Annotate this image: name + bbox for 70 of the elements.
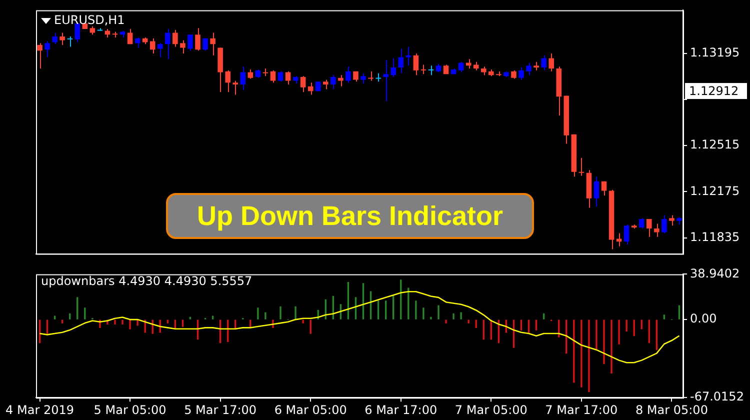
candlestick	[638, 218, 644, 229]
candlestick	[518, 67, 524, 80]
candlestick	[413, 52, 419, 76]
candlestick	[285, 70, 291, 85]
candlestick	[300, 76, 306, 93]
candlestick	[360, 72, 366, 84]
y-tick-label: -67.0152	[690, 390, 744, 404]
candlestick	[390, 58, 396, 78]
x-tick-label: 5 Mar 17:00	[184, 402, 257, 417]
candlestick	[278, 70, 284, 82]
candlestick	[44, 40, 50, 58]
candlestick	[308, 82, 314, 96]
x-tick-label: 7 Mar 17:00	[545, 402, 618, 417]
candlestick	[662, 214, 667, 234]
candlestick	[654, 223, 660, 238]
candlestick	[541, 54, 546, 71]
candlestick	[240, 66, 246, 91]
candlestick	[202, 38, 208, 52]
x-tick-label: 5 Mar 05:00	[94, 402, 166, 417]
candlestick	[232, 80, 238, 96]
y-tick-label: 1.12175	[690, 184, 740, 198]
y-tick-label: 1.13195	[690, 46, 740, 60]
candlestick	[52, 32, 58, 45]
candlestick	[225, 70, 230, 93]
x-tick-label: 4 Mar 2019	[6, 402, 74, 417]
chart-title: updownbars 4.4930 4.4930 5.5557	[41, 274, 252, 288]
candlestick	[669, 214, 674, 226]
candlestick	[428, 65, 434, 76]
x-tick-label: 7 Mar 05:00	[454, 402, 528, 417]
candlestick	[420, 64, 426, 75]
y-tick-label: 1.12515	[690, 138, 740, 152]
candlestick	[601, 180, 607, 196]
candlestick	[526, 62, 532, 76]
candlestick	[624, 224, 630, 245]
candlestick	[578, 157, 584, 176]
candlestick	[150, 38, 156, 54]
candlestick	[646, 218, 652, 238]
candlestick	[127, 28, 133, 45]
candlestick	[165, 28, 170, 60]
candlestick	[195, 28, 200, 52]
candlestick	[37, 42, 42, 69]
candlestick	[368, 70, 374, 82]
annotation: Up Down Bars Indicator	[166, 193, 534, 239]
candlestick	[338, 74, 344, 87]
x-tick-label: 8 Mar 05:00	[635, 402, 708, 417]
candlestick	[458, 61, 464, 73]
y-tick-label: 1.11835	[690, 230, 740, 244]
chart-title: EURUSD,H1	[54, 13, 125, 27]
text: 1.12912	[685, 83, 747, 99]
candlestick	[158, 42, 163, 58]
candlestick	[210, 32, 216, 56]
candlestick	[594, 176, 600, 208]
candlestick	[398, 48, 404, 74]
x-tick-label: 6 Mar 05:00	[274, 402, 347, 417]
y-tick-label: 0.00	[690, 312, 717, 326]
candlestick	[270, 70, 276, 84]
candlestick	[548, 52, 554, 72]
candlestick	[188, 34, 193, 52]
candlestick	[248, 68, 254, 80]
y-tick-label: 38.9402	[690, 266, 740, 280]
candlestick	[330, 74, 336, 90]
candlestick	[172, 29, 178, 48]
candlestick	[323, 79, 328, 90]
candlestick	[346, 66, 351, 84]
candlestick	[60, 32, 65, 46]
candlestick	[67, 36, 72, 48]
x-tick-label: 6 Mar 17:00	[364, 402, 438, 417]
candlestick	[180, 40, 186, 54]
candlestick	[383, 60, 388, 102]
candlestick	[134, 36, 140, 48]
